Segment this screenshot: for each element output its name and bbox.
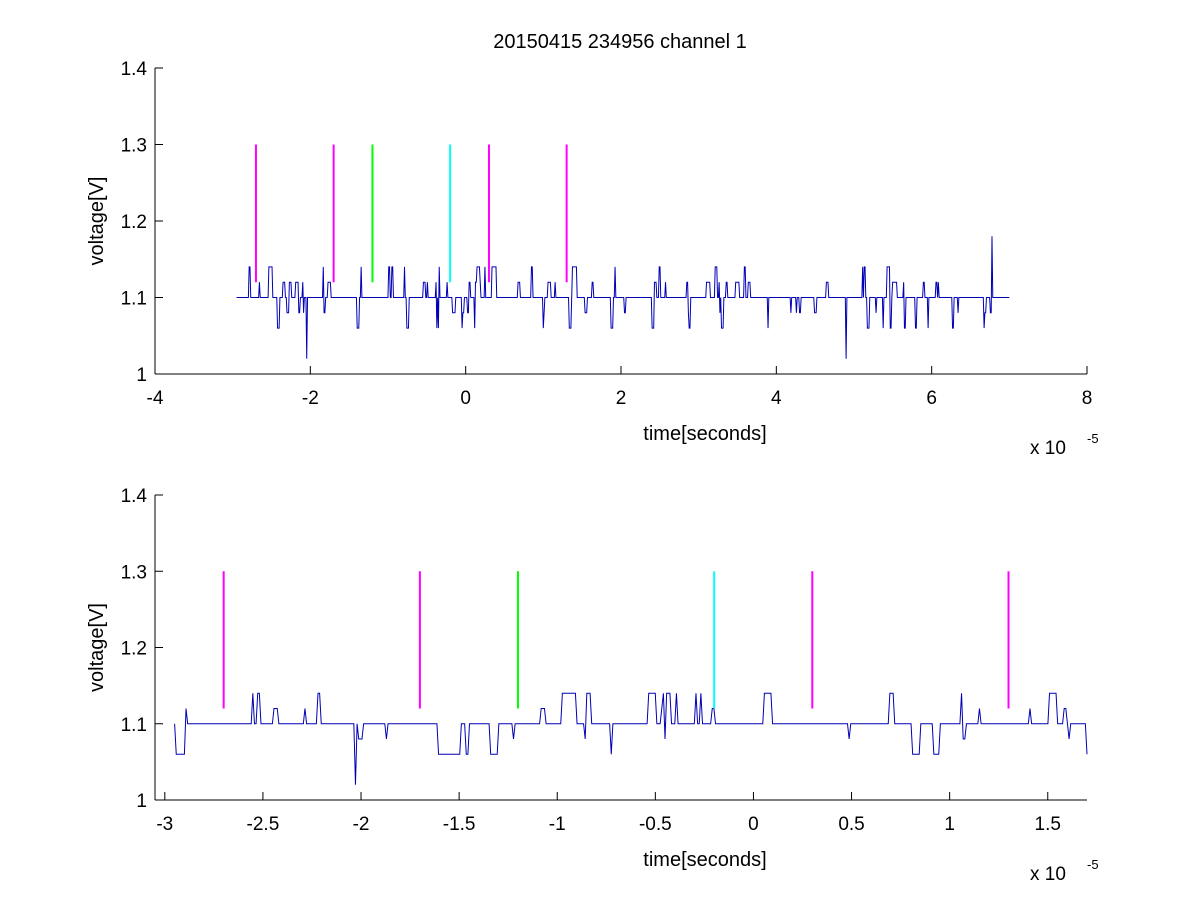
- top-plot: -4 -2 0 2 4 6 8 1 1.1 1.2 1.3 1.4 time[seconds] volta…: [86, 59, 1099, 459]
- top-x-tick-label: -4: [147, 388, 164, 409]
- figure-title: 20150415 234956 channel 1: [493, 31, 747, 53]
- bottom-x-multiplier-label: x 10: [1030, 864, 1066, 885]
- bottom-y-tick-label: 1.1: [121, 715, 147, 736]
- bottom-x-tick-label: -0.5: [639, 814, 672, 835]
- bottom-y-tick-label: 1: [136, 791, 147, 812]
- top-y-tick-label: 1.1: [121, 289, 147, 310]
- top-x-tick-label: 2: [616, 388, 627, 409]
- top-x-multiplier-label: x 10: [1030, 438, 1066, 459]
- top-x-tick-label: -2: [302, 388, 319, 409]
- top-x-multiplier-exponent: -5: [1087, 431, 1099, 446]
- top-y-axis-label: voltage[V]: [86, 177, 108, 266]
- bottom-x-multiplier-exponent: -5: [1087, 857, 1099, 872]
- bottom-x-tick-label: -2.5: [247, 814, 280, 835]
- bottom-plot: -3 -2.5 -2 -1.5 -1 -0.5 0 0.5 1 1.5 1 1.1 1.2 1.3 1.4 t…: [86, 486, 1099, 885]
- top-x-tick-label: 8: [1082, 388, 1093, 409]
- bottom-y-tick-label: 1.2: [121, 639, 147, 660]
- top-y-tick-label: 1.3: [121, 136, 147, 157]
- bottom-y-axis-label: voltage[V]: [86, 603, 108, 692]
- bottom-x-tick-label: 0: [748, 814, 759, 835]
- bottom-y-tick-label: 1.4: [121, 486, 148, 507]
- top-y-tick-label: 1.2: [121, 212, 147, 233]
- bottom-x-axis-label: time[seconds]: [643, 849, 766, 871]
- bottom-y-tick-label: 1.3: [121, 562, 147, 583]
- bottom-x-tick-label: 1.5: [1035, 814, 1061, 835]
- bottom-x-tick-label: -1.5: [443, 814, 476, 835]
- top-signal-series: [236, 236, 1010, 359]
- bottom-x-tick-label: -2: [353, 814, 370, 835]
- bottom-x-tick-label: -3: [156, 814, 173, 835]
- top-x-tick-label: 0: [460, 388, 471, 409]
- bottom-signal-series: [174, 692, 1088, 785]
- top-x-tick-label: 4: [771, 388, 782, 409]
- top-x-axis-label: time[seconds]: [643, 423, 766, 445]
- bottom-x-tick-label: 0.5: [838, 814, 864, 835]
- top-x-tick-label: 6: [926, 388, 937, 409]
- bottom-x-tick-label: 1: [944, 814, 955, 835]
- top-y-tick-label: 1: [136, 365, 147, 386]
- bottom-x-tick-label: -1: [549, 814, 566, 835]
- top-y-tick-label: 1.4: [121, 59, 148, 80]
